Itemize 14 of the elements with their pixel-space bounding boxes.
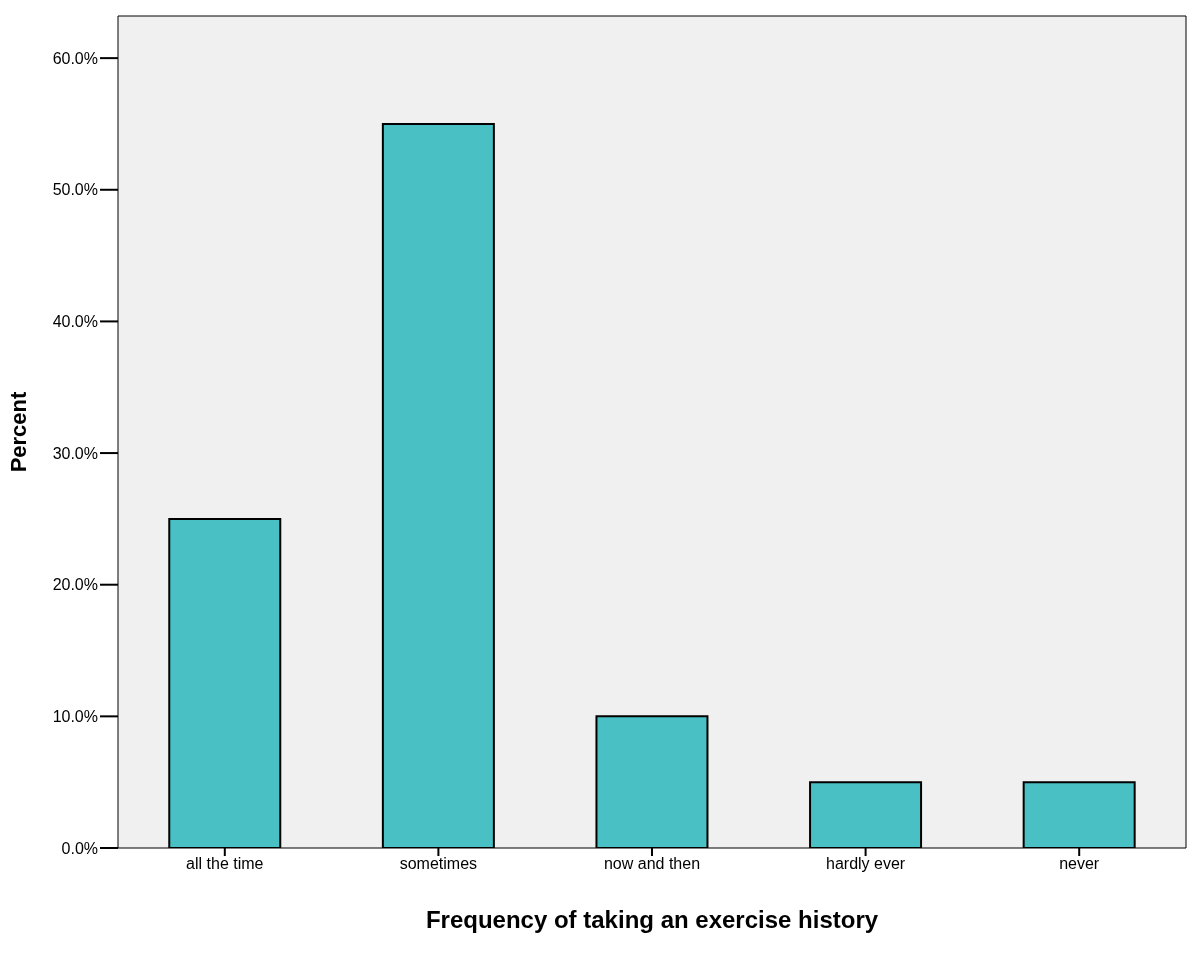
x-tick-label: hardly ever xyxy=(826,855,906,873)
y-tick-label: 30.0% xyxy=(52,444,98,462)
y-tick-label: 0.0% xyxy=(61,839,98,857)
x-axis-title: Frequency of taking an exercise history xyxy=(425,906,879,933)
y-axis-title: Percent xyxy=(5,390,31,473)
y-tick-label: 20.0% xyxy=(52,576,98,594)
y-tick-label: 50.0% xyxy=(52,181,98,199)
x-tick-label: now and then xyxy=(603,855,701,873)
y-tick-label: 10.0% xyxy=(52,708,98,726)
x-tick-label: sometimes xyxy=(399,855,478,873)
x-tick-label: never xyxy=(1059,855,1100,873)
x-tick-label: all the time xyxy=(186,855,264,873)
y-tick-label: 60.0% xyxy=(52,49,98,67)
y-tick-label: 40.0% xyxy=(52,313,98,331)
